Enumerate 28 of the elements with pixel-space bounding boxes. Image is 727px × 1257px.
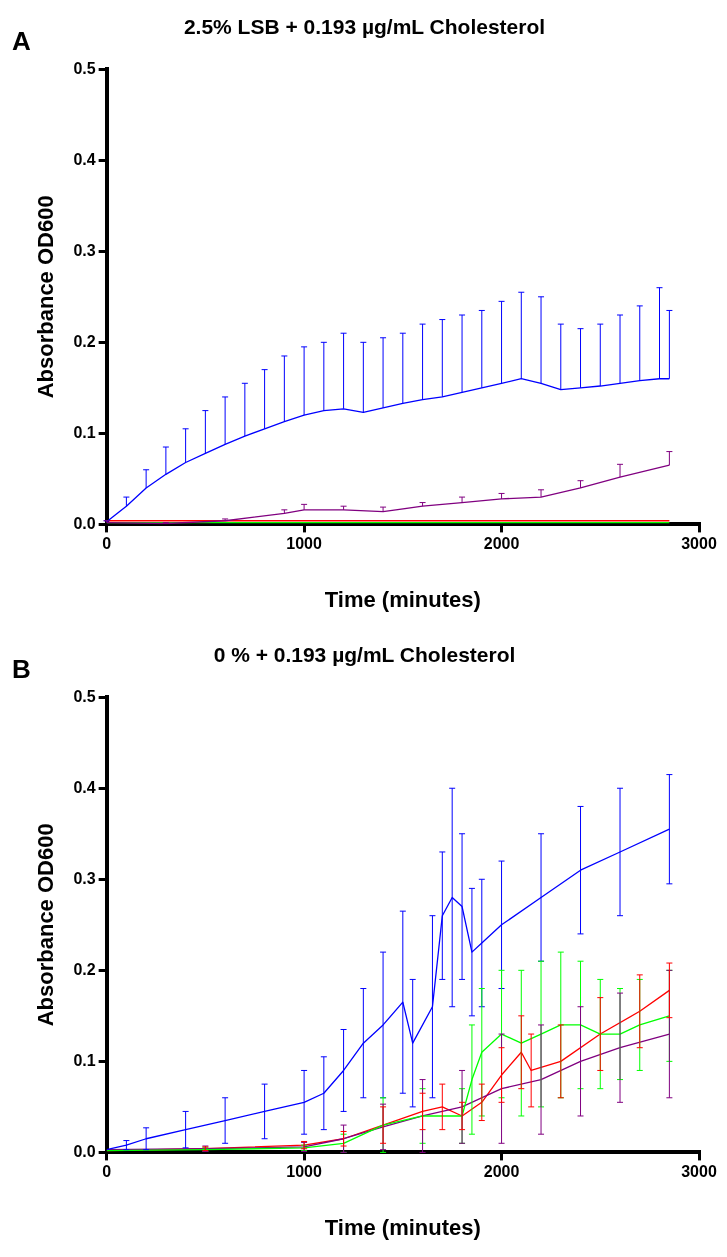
- x-tick-label: 2000: [483, 1163, 520, 1181]
- x-tick-label: 1000: [286, 535, 322, 553]
- y-tick-label: 0.0: [73, 514, 96, 532]
- y-tick-label: 0.5: [73, 59, 96, 77]
- x-tick-label: 0: [102, 1163, 112, 1181]
- y-axis-title: Absorbance OD600: [33, 823, 59, 1027]
- x-tick-label: 0: [102, 535, 112, 553]
- y-tick-label: 0.2: [73, 332, 96, 350]
- y-tick-label: 0.1: [73, 423, 96, 441]
- y-tick-label: 0.0: [73, 1142, 96, 1160]
- y-tick-label: 0.2: [73, 960, 96, 978]
- y-axis-title: Absorbance OD600: [33, 195, 59, 399]
- y-tick-label: 0.5: [73, 687, 96, 705]
- x-tick-label: 3000: [681, 535, 717, 553]
- y-tick-label: 0.3: [73, 241, 96, 259]
- text: A: [12, 26, 31, 57]
- text: B: [12, 654, 31, 685]
- y-tick-label: 0.3: [73, 869, 96, 887]
- chart-title: 2.5% LSB + 0.193 µg/mL Cholesterol: [183, 15, 546, 39]
- x-axis-title: Time (minutes): [324, 1214, 481, 1240]
- x-tick-label: 2000: [483, 535, 520, 553]
- y-tick-label: 0.4: [73, 778, 96, 796]
- x-tick-label: 1000: [286, 1163, 322, 1181]
- x-axis-title: Time (minutes): [324, 586, 481, 612]
- x-tick-label: 3000: [681, 1163, 717, 1181]
- y-tick-label: 0.4: [73, 150, 96, 168]
- y-tick-label: 0.1: [73, 1051, 96, 1069]
- chart-title: 0 % + 0.193 µg/mL Cholesterol: [213, 643, 516, 667]
